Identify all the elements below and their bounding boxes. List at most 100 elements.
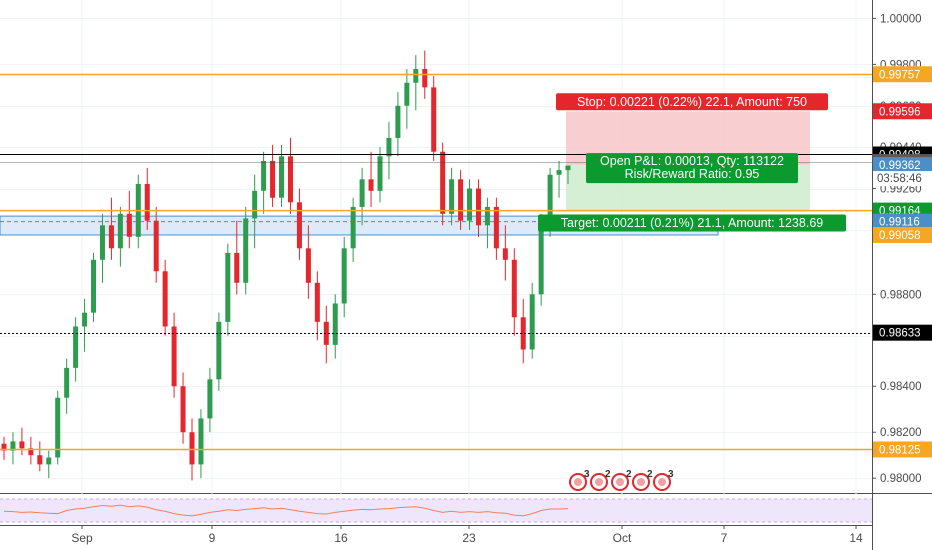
candle-body: [28, 448, 34, 456]
rsi-line: [3, 504, 569, 517]
candle-body: [502, 248, 508, 260]
horizontal-levels[interactable]: [0, 73, 872, 451]
price-pane[interactable]: [0, 0, 872, 492]
candle-body: [404, 82, 410, 106]
candle-body: [323, 321, 329, 345]
price-level-label: 0.99757: [879, 69, 921, 81]
candle-body: [91, 259, 97, 313]
price-level-box[interactable]: [873, 157, 932, 174]
price-axis[interactable]: 1.000000.998000.996200.994400.992600.990…: [872, 13, 932, 485]
price-level-label: 0.98633: [879, 328, 921, 340]
candle-body: [287, 156, 293, 203]
candle-body: [484, 206, 490, 226]
candle-body: [189, 432, 195, 465]
time-tick-label: 23: [462, 531, 476, 545]
price-tick-label: 0.99260: [880, 184, 922, 196]
event-flag-inner: [616, 478, 624, 486]
candle-body: [225, 252, 231, 322]
candle-body: [261, 160, 267, 191]
price-level-label: 0.99362: [879, 160, 921, 172]
candle-body: [475, 188, 481, 226]
candle-body: [368, 179, 374, 191]
price-tick-label: 0.98400: [880, 381, 922, 393]
candle-body: [305, 248, 311, 283]
time-tick-label: Oct: [613, 531, 632, 545]
candle-body: [413, 68, 419, 83]
event-count: 3: [668, 469, 674, 480]
price-level-label: 0.99116: [879, 217, 920, 229]
candle-body: [82, 312, 88, 327]
time-tick-label: Sep: [71, 531, 93, 545]
event-flag-inner: [595, 478, 603, 486]
candle-body: [332, 303, 338, 345]
candle-body: [386, 137, 392, 157]
candle-body: [377, 156, 383, 191]
pnl-label-box[interactable]: [586, 153, 798, 184]
candle-body: [64, 367, 70, 398]
rsi-indicator: [0, 498, 872, 523]
candle-body: [117, 213, 123, 249]
time-tick-label: 14: [849, 531, 863, 545]
candle-body: [207, 379, 213, 419]
candle-body: [520, 317, 526, 350]
candle-body: [216, 321, 222, 380]
pnl-label: Open P&L: 0.00013, Qty: 113122: [600, 154, 784, 168]
candle-body: [99, 225, 105, 260]
price-level-label: 0.99596: [879, 106, 921, 118]
countdown-box: [873, 171, 932, 187]
candle-body: [350, 206, 356, 249]
candle-body: [1, 443, 7, 451]
candle-body: [171, 326, 177, 387]
candle-body: [493, 206, 499, 249]
candle-body: [55, 397, 61, 458]
candle-body: [198, 418, 204, 465]
price-level-label: 0.98125: [879, 444, 921, 456]
candle-body: [431, 87, 437, 152]
price-level-box[interactable]: [873, 324, 932, 341]
target-label: Target: 0.00211 (0.21%) 21.1, Amount: 12…: [561, 216, 823, 230]
price-level-box[interactable]: [873, 66, 932, 83]
price-level-box[interactable]: [873, 103, 932, 120]
risk-reward-label: Risk/Reward Ratio: 0.95: [625, 167, 760, 181]
target-label-box[interactable]: [538, 214, 846, 232]
candle-body: [180, 386, 186, 433]
candle-body: [279, 156, 285, 198]
candle-body: [296, 202, 302, 249]
candle-body: [37, 455, 43, 465]
candle-body: [511, 259, 517, 318]
candle-body: [565, 165, 571, 171]
candle-body: [73, 326, 79, 368]
candle-body: [144, 183, 150, 221]
position-tool[interactable]: Stop: 0.00221 (0.22%) 22.1, Amount: 750 O…: [538, 93, 846, 232]
time-tick-label: 7: [721, 531, 728, 545]
candle-body: [556, 170, 562, 175]
candle-body: [243, 218, 249, 283]
candle-body: [234, 252, 240, 283]
countdown-timer: 03:58:46: [877, 173, 922, 185]
price-tick-label: 0.98800: [880, 289, 922, 301]
price-tick-label: 1.00000: [880, 13, 922, 25]
candle-body: [46, 457, 52, 465]
price-tick-label: 0.98200: [880, 427, 922, 439]
event-flag-inner: [658, 478, 666, 486]
candle-body: [252, 190, 258, 219]
candle-body: [467, 188, 473, 221]
event-count: 2: [647, 469, 653, 480]
candle-body: [395, 105, 401, 138]
time-axis[interactable]: Sep 9 16 23 Oct 7 14: [71, 525, 863, 545]
price-level-box[interactable]: [873, 213, 932, 230]
candle-body: [529, 294, 535, 350]
stop-label: Stop: 0.00221 (0.22%) 22.1, Amount: 750: [577, 95, 807, 109]
candle-body: [314, 282, 320, 322]
event-count: 2: [605, 469, 611, 480]
candlestick-series: [1, 50, 571, 481]
stop-label-box[interactable]: [556, 93, 828, 111]
economic-events[interactable]: 3 2 2 2 3: [569, 469, 674, 491]
candle-body: [270, 160, 276, 198]
price-level-box[interactable]: [873, 441, 932, 458]
event-count: 2: [626, 469, 632, 480]
event-count: 3: [584, 469, 590, 480]
price-level-box[interactable]: [873, 226, 932, 243]
price-tick-label: 0.98000: [880, 473, 922, 485]
